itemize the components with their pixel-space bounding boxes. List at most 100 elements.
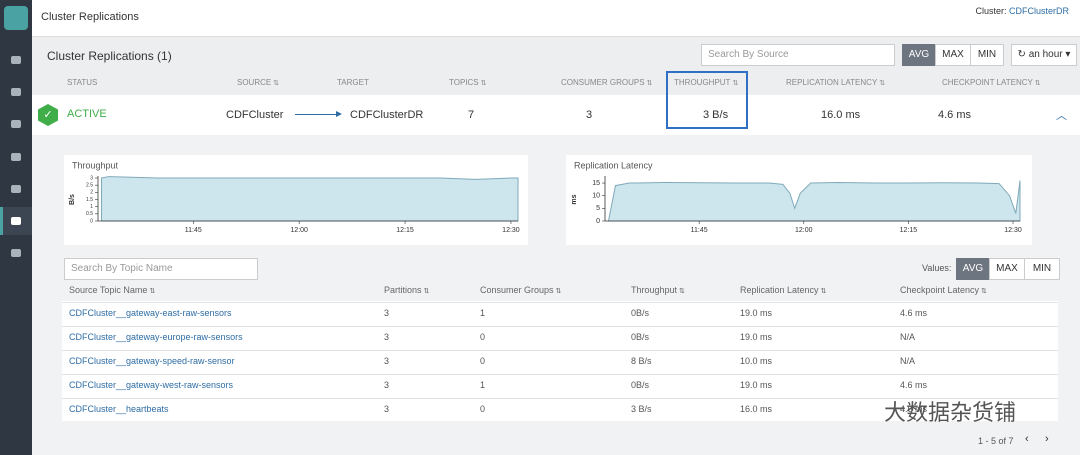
y-tick-label: 0 xyxy=(596,218,600,225)
x-tick-label: 11:45 xyxy=(691,227,708,234)
chart: Replication Latency ms 0 5 10 15 11:45 12:00 12:… xyxy=(571,160,1022,234)
chart-title: Throughput xyxy=(72,160,119,170)
table-cell: 3 xyxy=(384,404,390,414)
table-cell: 19.0 ms xyxy=(740,380,773,390)
table-cell: 3 xyxy=(384,380,390,390)
area xyxy=(607,180,1021,222)
y-tick-label: 2.5 xyxy=(86,182,93,188)
table-cell: 8 B/s xyxy=(631,356,652,366)
y-tick-label: 15 xyxy=(592,180,600,187)
avg-toggle[interactable]: AVG xyxy=(902,44,936,66)
x-tick-label: 12:30 xyxy=(1004,227,1022,234)
arrow xyxy=(295,114,339,115)
table-cell: 0 xyxy=(480,356,486,366)
column-header: REPLICATION LATENCY xyxy=(786,78,885,87)
values-label: Values: xyxy=(922,263,952,273)
y-tick-label: 0 xyxy=(90,218,93,224)
column-header: TOPICS xyxy=(449,78,486,87)
topic-link[interactable]: CDFCluster__gateway-europe-raw-sensors xyxy=(69,332,243,342)
cluster-name[interactable]: CDFClusterDR xyxy=(1008,6,1069,16)
nav-icon[interactable] xyxy=(11,185,21,193)
table-cell: N/A xyxy=(900,356,916,366)
table-cell: 19.0 ms xyxy=(740,332,773,342)
table-cell: 1 xyxy=(480,308,486,318)
highlight-box xyxy=(666,71,748,129)
replication-throughput: 3 B/s xyxy=(703,109,729,121)
chart-card: Throughput B/s 0 0.5 1 1.5 2 2.5 3 11:45 12:00 12:1… xyxy=(64,155,528,245)
table-cell: 16.0 ms xyxy=(740,404,773,414)
y-tick-label: 5 xyxy=(596,205,600,212)
nav-icon[interactable] xyxy=(11,120,21,128)
topic-link[interactable]: CDFCluster__gateway-east-raw-sensors xyxy=(69,308,232,318)
row-divider xyxy=(62,302,1058,303)
replication-target: CDFClusterDR xyxy=(350,109,424,121)
table-cell: 4.6 ms xyxy=(900,404,928,414)
logo xyxy=(4,6,28,30)
watermark: 大数据杂货铺 xyxy=(884,400,1017,425)
topic-link[interactable]: CDFCluster__heartbeats xyxy=(69,404,169,414)
replication-checkpoint-latency: 4.6 ms xyxy=(938,109,972,121)
topic-search[interactable]: Search By Topic Name xyxy=(64,258,258,280)
nav-icon[interactable] xyxy=(11,249,21,257)
table-cell: 1 xyxy=(480,380,486,390)
y-axis-label: ms xyxy=(571,194,578,204)
topic-link[interactable]: CDFCluster__gateway-speed-raw-sensor xyxy=(69,356,235,366)
table-cell: 19.0 ms xyxy=(740,308,773,318)
table-cell: 4.6 ms xyxy=(900,308,928,318)
y-tick-label: 10 xyxy=(592,193,600,200)
nav-icon[interactable] xyxy=(11,56,21,64)
x-tick-label: 12:15 xyxy=(900,227,918,234)
table-header: Source Topic Name xyxy=(69,285,155,295)
topic-table xyxy=(62,301,1058,421)
status-icon: ✓ xyxy=(38,104,58,126)
y-tick-label: 1 xyxy=(90,204,93,210)
table-cell: 3 xyxy=(384,356,390,366)
chart-title: Replication Latency xyxy=(574,160,653,170)
x-tick-label: 12:15 xyxy=(396,227,414,234)
time-range[interactable]: ↻ an hour ▾ xyxy=(1011,44,1077,66)
table-cell: 4.6 ms xyxy=(900,380,928,390)
min-toggle[interactable]: MIN xyxy=(1024,258,1060,280)
y-tick-label: 1.5 xyxy=(86,197,93,203)
table-cell: 0B/s xyxy=(631,308,650,318)
table-cell: 3 xyxy=(384,332,390,342)
max-toggle[interactable]: MAX xyxy=(935,44,971,66)
avg-toggle[interactable]: AVG xyxy=(956,258,990,280)
source-search[interactable]: Search By Source xyxy=(701,44,895,66)
min-toggle[interactable]: MIN xyxy=(970,44,1004,66)
topic-link[interactable]: CDFCluster__gateway-west-raw-sensors xyxy=(69,380,234,390)
replication-source: CDFCluster xyxy=(226,109,284,121)
top-bar: Cluster Replications Cluster: CDFCluster… xyxy=(32,0,1080,37)
cluster-info: Cluster: CDFClusterDR xyxy=(975,6,1069,16)
area xyxy=(101,176,519,222)
column-header: STATUS xyxy=(67,78,98,87)
time-range-label: an hour xyxy=(1028,49,1063,60)
y-axis-label: B/s xyxy=(69,194,76,205)
row-divider xyxy=(62,398,1058,399)
page-title: Cluster Replications xyxy=(41,11,139,23)
prev-page[interactable]: ‹ xyxy=(1025,433,1029,445)
pagination: 1 - 5 of 7 xyxy=(978,436,1014,446)
x-tick-label: 12:00 xyxy=(795,227,813,234)
x-tick-label: 12:30 xyxy=(502,227,520,234)
nav-icon[interactable] xyxy=(11,88,21,96)
column-header: THROUGHPUT xyxy=(674,78,738,87)
panel-title: Cluster Replications (1) xyxy=(47,49,172,63)
table-cell: 3 B/s xyxy=(631,404,652,414)
replication-replication-latency: 16.0 ms xyxy=(821,109,861,121)
table-header: Replication Latency xyxy=(740,285,826,295)
row-divider xyxy=(62,374,1058,375)
nav-icon[interactable] xyxy=(11,153,21,161)
table-cell: 10.0 ms xyxy=(740,356,773,366)
chart: Throughput B/s 00.511.52 2.53 11:45 12:00 12:1… xyxy=(69,160,520,234)
replication-row[interactable] xyxy=(32,95,1080,135)
max-toggle[interactable]: MAX xyxy=(989,258,1025,280)
column-header: CONSUMER GROUPS xyxy=(561,78,652,87)
table-cell: 0 xyxy=(480,404,486,414)
y-tick-label: 0.5 xyxy=(86,211,93,217)
next-page[interactable]: › xyxy=(1045,433,1049,445)
collapse-chevron[interactable]: ︿ xyxy=(1056,110,1067,122)
table-cell: 0B/s xyxy=(631,380,650,390)
chart-card: Replication Latency ms 0 5 10 15 11:45 12:00 12:… xyxy=(566,155,1032,245)
